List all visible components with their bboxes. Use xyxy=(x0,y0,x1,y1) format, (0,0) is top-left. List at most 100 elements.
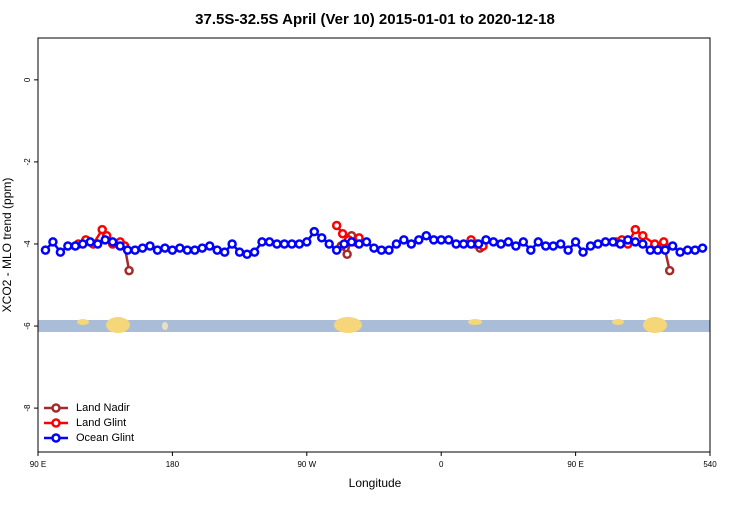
data-point xyxy=(264,237,275,247)
x-axis-label: Longitude xyxy=(349,476,402,490)
data-point xyxy=(384,245,394,255)
data-point xyxy=(638,231,648,241)
data-point xyxy=(331,220,342,231)
data-point xyxy=(204,241,215,251)
data-point xyxy=(40,245,51,255)
data-point xyxy=(346,237,357,247)
data-point xyxy=(615,239,626,249)
data-point xyxy=(488,237,499,247)
data-point xyxy=(124,265,134,276)
data-point xyxy=(399,235,409,245)
x-tick-label: 180 xyxy=(166,460,180,469)
data-point xyxy=(518,237,529,247)
data-point xyxy=(391,239,402,249)
data-point xyxy=(339,239,349,249)
data-point xyxy=(630,237,641,247)
x-tick-label: 540 xyxy=(703,460,717,469)
data-point xyxy=(257,237,267,247)
data-point xyxy=(197,243,208,253)
data-point xyxy=(623,235,633,245)
data-point xyxy=(190,245,200,255)
data-point xyxy=(451,239,461,249)
data-point xyxy=(354,239,364,249)
y-axis-label: XCO2 - MLO trend (ppm) xyxy=(0,178,14,313)
data-point xyxy=(555,239,566,249)
data-point xyxy=(85,237,96,247)
data-point xyxy=(664,265,675,276)
data-point xyxy=(92,239,103,249)
data-point xyxy=(593,239,603,249)
data-point xyxy=(675,247,685,257)
data-point xyxy=(600,237,611,247)
data-point xyxy=(511,241,521,251)
data-point xyxy=(361,237,372,247)
data-point xyxy=(145,241,155,251)
y-tick-label: -4 xyxy=(23,240,32,248)
x-tick-label: 90 E xyxy=(567,460,583,469)
data-point xyxy=(107,237,118,247)
data-point xyxy=(414,235,424,245)
legend-label: Land Glint xyxy=(76,417,126,429)
legend-label: Ocean Glint xyxy=(76,432,134,444)
data-point xyxy=(585,241,596,251)
data-point xyxy=(466,239,476,249)
data-point xyxy=(97,224,107,235)
data-point xyxy=(421,231,432,241)
data-point xyxy=(443,235,454,245)
data-point xyxy=(481,235,491,245)
data-point xyxy=(78,239,88,249)
y-tick-label: 0 xyxy=(23,77,32,82)
data-point xyxy=(130,245,140,255)
data-point xyxy=(563,245,573,255)
data-point xyxy=(331,245,342,255)
data-point xyxy=(690,245,700,255)
data-point xyxy=(48,237,58,247)
data-point xyxy=(55,247,66,257)
map-strip xyxy=(38,317,710,333)
data-point xyxy=(526,245,536,255)
data-point xyxy=(337,228,348,239)
data-point xyxy=(652,245,663,255)
x-tick-label: 90 E xyxy=(30,460,46,469)
data-point xyxy=(272,239,282,249)
data-point xyxy=(249,247,260,257)
data-point xyxy=(234,247,245,257)
data-point xyxy=(428,235,439,245)
data-point xyxy=(152,245,163,255)
data-point xyxy=(608,237,618,247)
data-point xyxy=(294,239,305,249)
data-point xyxy=(667,241,678,251)
data-point xyxy=(316,233,327,243)
legend-marker xyxy=(51,418,61,428)
data-point xyxy=(645,245,656,255)
data-point xyxy=(70,241,81,251)
data-point xyxy=(309,226,320,237)
data-point xyxy=(212,245,222,255)
data-point xyxy=(287,239,297,249)
data-point xyxy=(436,235,446,245)
x-tick-label: 90 W xyxy=(297,460,316,469)
data-point xyxy=(578,247,588,257)
data-point xyxy=(630,224,641,235)
data-point xyxy=(219,247,230,257)
data-point xyxy=(100,235,110,245)
data-point xyxy=(682,245,693,255)
data-point xyxy=(324,239,334,249)
y-tick-label: -2 xyxy=(23,158,32,166)
legend-marker xyxy=(51,403,61,413)
data-point xyxy=(175,243,185,253)
data-point xyxy=(137,243,148,253)
data-point xyxy=(302,237,312,247)
data-point xyxy=(167,245,178,255)
data-point xyxy=(227,239,237,249)
y-tick-label: -6 xyxy=(23,322,32,330)
data-point xyxy=(473,239,484,249)
plot-frame xyxy=(37,37,711,453)
data-point xyxy=(182,245,193,255)
data-point xyxy=(540,241,551,251)
data-point xyxy=(658,237,669,247)
y-tick-label: -8 xyxy=(23,404,32,412)
data-point xyxy=(160,243,170,253)
data-point xyxy=(63,241,73,251)
data-point xyxy=(122,245,133,255)
